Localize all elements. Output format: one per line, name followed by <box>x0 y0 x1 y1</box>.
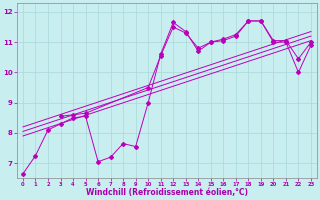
X-axis label: Windchill (Refroidissement éolien,°C): Windchill (Refroidissement éolien,°C) <box>86 188 248 197</box>
